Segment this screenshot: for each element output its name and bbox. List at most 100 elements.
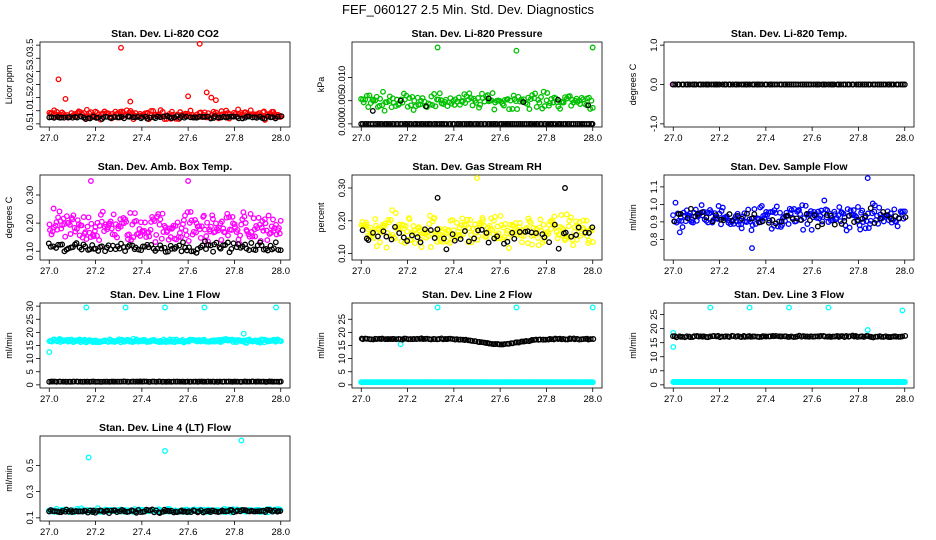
- data-point: [440, 238, 447, 245]
- data-point: [275, 246, 282, 253]
- y-tick-label: 0.1: [25, 511, 36, 524]
- data-point: [113, 509, 120, 516]
- data-point: [228, 113, 235, 120]
- data-point: [511, 235, 518, 242]
- data-point: [718, 208, 725, 214]
- data-point: [74, 114, 81, 121]
- y-axis-label: degrees C: [628, 63, 638, 105]
- data-point: [547, 225, 554, 232]
- y-tick-label: 15: [649, 337, 660, 348]
- data-point: [875, 220, 882, 227]
- data-point: [880, 208, 887, 215]
- data-point: [247, 210, 254, 217]
- data-point: [527, 219, 534, 226]
- data-point: [126, 113, 133, 120]
- data-point: [533, 336, 539, 343]
- data-point: [201, 378, 208, 385]
- data-point: [461, 228, 468, 235]
- panel-8: Stan. Dev. Line 2 Flow 27.0 27.2 27.4 27.6 27…: [316, 289, 603, 405]
- data-point: [157, 242, 164, 249]
- data-point: [898, 209, 905, 216]
- data-point: [440, 235, 447, 242]
- data-point: [429, 102, 436, 108]
- data-point: [87, 178, 94, 184]
- data-point: [476, 104, 482, 111]
- data-point: [392, 235, 398, 242]
- data-point: [552, 120, 559, 127]
- data-point: [152, 239, 159, 245]
- data-point: [162, 448, 168, 454]
- data-point: [207, 223, 214, 230]
- x-tick-label: 27.8: [849, 394, 868, 405]
- x-tick-label: 27.6: [803, 133, 822, 144]
- data-point: [406, 95, 413, 102]
- data-point: [546, 239, 553, 246]
- data-point: [414, 234, 421, 241]
- data-point: [560, 99, 567, 106]
- x-tick-label: 27.4: [445, 394, 464, 405]
- y-tick-label: 25: [649, 309, 660, 320]
- data-point: [188, 248, 195, 255]
- data-point: [277, 508, 284, 515]
- data-point: [200, 212, 207, 219]
- data-point: [61, 114, 68, 121]
- data-point: [534, 235, 541, 241]
- panel-2: Stan. Dev. Li-820 Pressure 27.0 27.2 27.4 27…: [316, 28, 603, 144]
- data-point: [758, 202, 765, 209]
- data-point: [203, 233, 210, 240]
- data-point: [767, 333, 774, 340]
- data-point: [53, 108, 60, 115]
- data-point: [589, 104, 596, 111]
- x-tick-label: 27.6: [179, 266, 198, 277]
- data-point: [107, 218, 114, 225]
- x-tick-label: 27.0: [664, 394, 683, 405]
- x-tick-label: 27.4: [757, 266, 776, 277]
- y-tick-label: 25: [337, 314, 348, 325]
- data-point: [252, 233, 259, 240]
- data-point: [469, 337, 476, 344]
- y-tick-label: 0: [25, 382, 36, 387]
- data-point: [565, 223, 572, 230]
- data-point: [779, 221, 785, 228]
- data-point: [589, 44, 596, 51]
- data-point: [246, 233, 253, 240]
- data-point: [567, 336, 574, 343]
- panel-title: Stan. Dev. Line 3 Flow: [734, 289, 845, 301]
- data-point: [422, 226, 428, 233]
- data-point: [740, 81, 747, 88]
- plot-frame: [39, 302, 291, 389]
- data-point: [765, 219, 772, 226]
- data-point: [178, 248, 185, 255]
- data-point: [551, 221, 558, 228]
- data-point: [108, 115, 115, 122]
- data-point: [387, 120, 394, 127]
- data-point: [671, 218, 678, 225]
- data-point: [670, 333, 676, 340]
- data-point: [782, 81, 789, 88]
- data-point: [859, 207, 866, 214]
- data-point: [575, 224, 582, 231]
- data-point: [562, 185, 568, 191]
- data-point: [545, 230, 552, 237]
- data-point: [208, 94, 215, 101]
- figure-title: FEF_060127 2.5 Min. Std. Dev. Diagnostic…: [342, 2, 594, 17]
- data-point: [167, 242, 174, 249]
- data-point: [877, 215, 884, 222]
- data-point: [245, 113, 252, 120]
- x-tick-label: 27.2: [710, 133, 729, 144]
- x-tick-label: 27.6: [179, 394, 198, 405]
- panels-group: Stan. Dev. Li-820 CO2 27.0 27.2 27.4 27.6 27.…: [4, 28, 915, 538]
- data-point: [719, 204, 726, 211]
- data-point: [491, 106, 498, 113]
- y-tick-label: 10: [337, 353, 348, 364]
- data-point: [475, 233, 482, 240]
- data-point: [231, 109, 237, 116]
- data-point: [222, 229, 228, 236]
- data-point: [70, 212, 77, 219]
- data-point: [515, 93, 522, 100]
- data-point: [383, 244, 390, 251]
- data-point: [373, 243, 380, 250]
- data-point: [423, 103, 430, 110]
- data-point: [784, 81, 791, 88]
- y-tick-label: 20: [649, 323, 660, 334]
